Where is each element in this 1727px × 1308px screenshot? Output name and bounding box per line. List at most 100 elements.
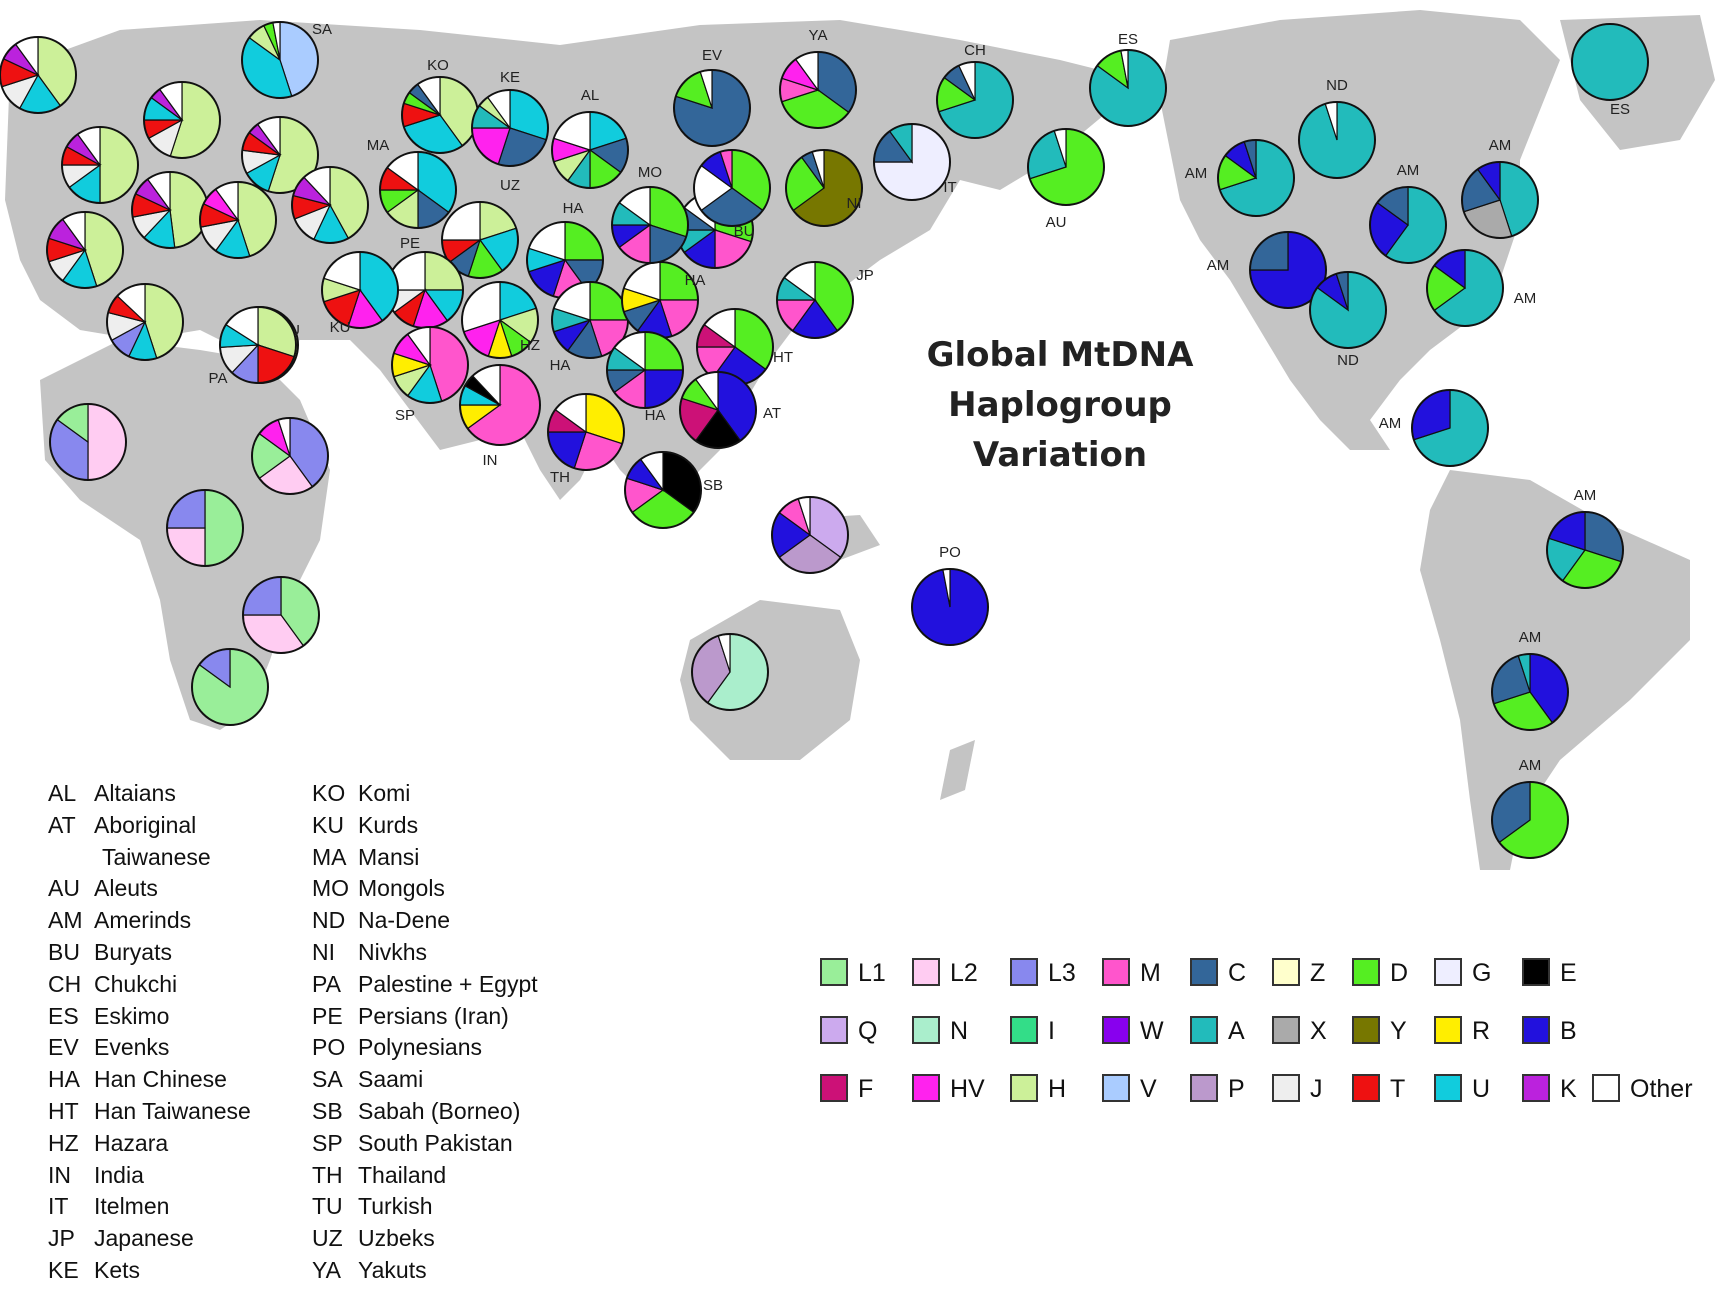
population-label: HZ xyxy=(520,337,540,354)
abbreviation-code: SA xyxy=(312,1066,343,1093)
population-label: HA xyxy=(685,272,706,289)
abbreviation-name-continued: Taiwanese xyxy=(102,843,211,870)
abbreviation-entry: HA Han Chinese xyxy=(48,1064,251,1096)
pie-outline xyxy=(1461,161,1539,239)
pie-outline xyxy=(691,633,769,711)
abbreviation-entry: ES Eskimo xyxy=(48,1001,251,1033)
population-pie-bu: BU xyxy=(693,149,771,240)
legend-swatch xyxy=(1102,1016,1130,1044)
population-pie xyxy=(143,81,221,159)
population-pie xyxy=(46,211,124,289)
population-pie-hz: HZ xyxy=(461,281,540,359)
population-pie-po: PO xyxy=(911,544,989,646)
abbreviation-entry: HZ Hazara xyxy=(48,1128,251,1160)
population-label: KU xyxy=(330,319,351,336)
abbreviation-entry: HT Han Taiwanese xyxy=(48,1096,251,1128)
legend-swatch xyxy=(1434,1074,1462,1102)
population-label: ND xyxy=(1326,77,1348,94)
population-pie xyxy=(199,181,277,259)
abbreviation-code: MO xyxy=(312,875,350,902)
legend-label: K xyxy=(1560,1075,1577,1103)
abbreviation-name: India xyxy=(94,1161,144,1188)
abbreviation-entry: EV Evenks xyxy=(48,1032,251,1064)
legend-swatch xyxy=(1010,1074,1038,1102)
legend-swatch xyxy=(912,1016,940,1044)
pie-outline xyxy=(166,489,244,567)
legend-label: R xyxy=(1472,1017,1491,1045)
pie-outline xyxy=(1249,231,1327,309)
population-pie xyxy=(61,126,139,204)
population-label: TH xyxy=(550,469,570,486)
abbreviation-entry: PE Persians (Iran) xyxy=(312,1001,538,1033)
legend-swatch xyxy=(1272,1074,1300,1102)
land-north-america xyxy=(1160,10,1560,450)
legend-swatch xyxy=(1352,1016,1380,1044)
pie-outline xyxy=(679,371,757,449)
pie-outline xyxy=(776,261,854,339)
population-label: KE xyxy=(500,69,520,86)
population-pie-al: AL xyxy=(551,87,629,189)
abbreviation-code: JP xyxy=(48,1225,75,1252)
abbreviation-code: AM xyxy=(48,907,83,934)
abbreviation-name: Buryats xyxy=(94,938,172,965)
population-label: SB xyxy=(703,477,723,494)
pie-outline xyxy=(936,61,1014,139)
pie-outline xyxy=(459,364,541,446)
population-label: JP xyxy=(856,267,874,284)
population-label: HA xyxy=(550,357,571,374)
population-pie xyxy=(242,576,320,654)
population-pie-au: AU xyxy=(1027,128,1105,231)
abbreviation-code: EV xyxy=(48,1034,79,1061)
population-pie-th: TH xyxy=(547,393,625,486)
pie-outline xyxy=(606,331,684,409)
abbreviation-entry: AL Altaians xyxy=(48,778,251,810)
population-label: HA xyxy=(563,200,584,217)
pie-outline xyxy=(551,111,629,189)
abbreviation-code: YA xyxy=(312,1256,341,1283)
population-pie xyxy=(49,403,127,481)
pie-outline xyxy=(471,89,549,167)
legend-label: U xyxy=(1472,1075,1491,1103)
population-pie-es: ES xyxy=(1571,23,1649,118)
pie-outline xyxy=(321,251,399,329)
abbreviation-name: Uzbeks xyxy=(358,1225,435,1252)
pie-outline xyxy=(199,181,277,259)
pie-outline xyxy=(1426,249,1504,327)
abbreviation-code: MA xyxy=(312,843,347,870)
abbreviation-code: ES xyxy=(48,1002,79,1029)
abbreviation-name: Komi xyxy=(358,780,411,806)
legend-swatch xyxy=(820,1016,848,1044)
pie-outline xyxy=(873,123,951,201)
population-label: PO xyxy=(939,544,961,561)
pie-outline xyxy=(624,451,702,529)
population-label: AU xyxy=(1046,214,1067,231)
abbreviation-entry: SB Sabah (Borneo) xyxy=(312,1096,538,1128)
abbreviation-code: PO xyxy=(312,1034,346,1061)
population-pie-at: AT xyxy=(679,371,781,449)
population-label: BU xyxy=(734,223,755,240)
abbreviation-code: AL xyxy=(48,780,77,806)
population-pie-ko: KO xyxy=(401,57,479,154)
abbreviation-entry: SA Saami xyxy=(312,1064,538,1096)
population-pie-am: AM xyxy=(1426,249,1536,327)
population-pie-es: ES xyxy=(1089,31,1167,127)
population-label: HT xyxy=(773,349,793,366)
population-pie-ha: HA xyxy=(526,200,604,299)
map-title: Global MtDNA Haplogroup Variation xyxy=(880,330,1240,480)
population-label: HA xyxy=(645,407,666,424)
population-pie-am: AM xyxy=(1491,757,1569,859)
pie-outline xyxy=(693,149,771,227)
title-line-3: Variation xyxy=(972,435,1148,475)
population-pie-sp: SP xyxy=(391,326,469,424)
population-pie-ku: KU xyxy=(321,251,399,336)
population-label: ES xyxy=(1610,101,1630,118)
abbreviation-name: Eskimo xyxy=(94,1002,170,1029)
population-pie-ha: HA xyxy=(606,331,684,424)
pie-outline xyxy=(1089,49,1167,127)
abbreviation-name: Chukchi xyxy=(94,970,178,997)
pie-outline xyxy=(771,496,849,574)
abbreviation-name: Thailand xyxy=(358,1161,447,1188)
legend-swatch xyxy=(1592,1074,1620,1102)
abbreviation-code: HZ xyxy=(48,1129,79,1156)
abbreviation-code: BU xyxy=(48,938,80,965)
